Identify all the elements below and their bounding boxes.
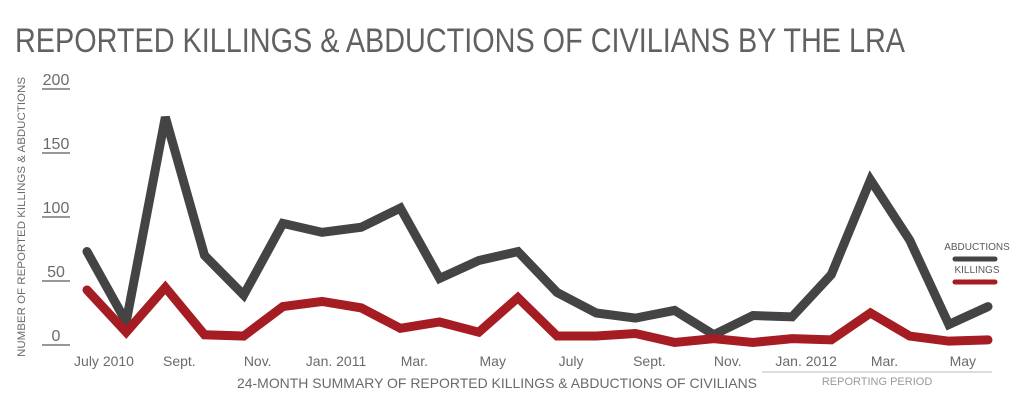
x-tick-label: Nov. [714, 353, 742, 369]
series-abductions [82, 115, 993, 340]
x-tick-label: Mar. [871, 353, 898, 369]
x-axis: July 2010 Sept. Nov. Jan. 2011 Mar. May July Se… [74, 353, 976, 369]
chart-title: REPORTED KILLINGS & ABDUCTIONS OF CIVILI… [15, 22, 905, 60]
x-tick-label: Sept. [163, 353, 196, 369]
legend-label: ABDUCTIONS [944, 242, 1010, 253]
x-tick-label: July 2010 [74, 353, 134, 369]
x-tick-label: Sept. [633, 353, 666, 369]
y-tick-label: 100 [43, 200, 70, 217]
x-tick-label: Jan. 2012 [775, 353, 837, 369]
y-tick-label: 150 [43, 136, 70, 153]
legend: ABDUCTIONS KILLINGS [944, 242, 1010, 285]
y-axis: 0 50 100 150 200 [42, 72, 70, 346]
series-killings [82, 280, 993, 347]
series-line [82, 280, 993, 347]
y-tick-label: 200 [43, 72, 70, 89]
legend-label: KILLINGS [954, 265, 999, 276]
y-tick-label: 0 [52, 328, 61, 345]
x-tick-label: Nov. [244, 353, 272, 369]
x-tick-label: Mar. [401, 353, 428, 369]
x-tick-label: May [950, 353, 976, 369]
x-axis-label: 24-MONTH SUMMARY OF REPORTED KILLINGS & … [237, 375, 757, 391]
x-tick-label: Jan. 2011 [306, 353, 367, 369]
series-line [82, 115, 993, 340]
reporting-period-label: REPORTING PERIOD [822, 376, 932, 388]
x-tick-label: May [480, 353, 506, 369]
x-tick-label: July [559, 353, 584, 369]
y-axis-label: NUMBER OF REPORTED KILLINGS & ABDUCTIONS [16, 77, 28, 357]
y-tick-label: 50 [47, 264, 65, 281]
